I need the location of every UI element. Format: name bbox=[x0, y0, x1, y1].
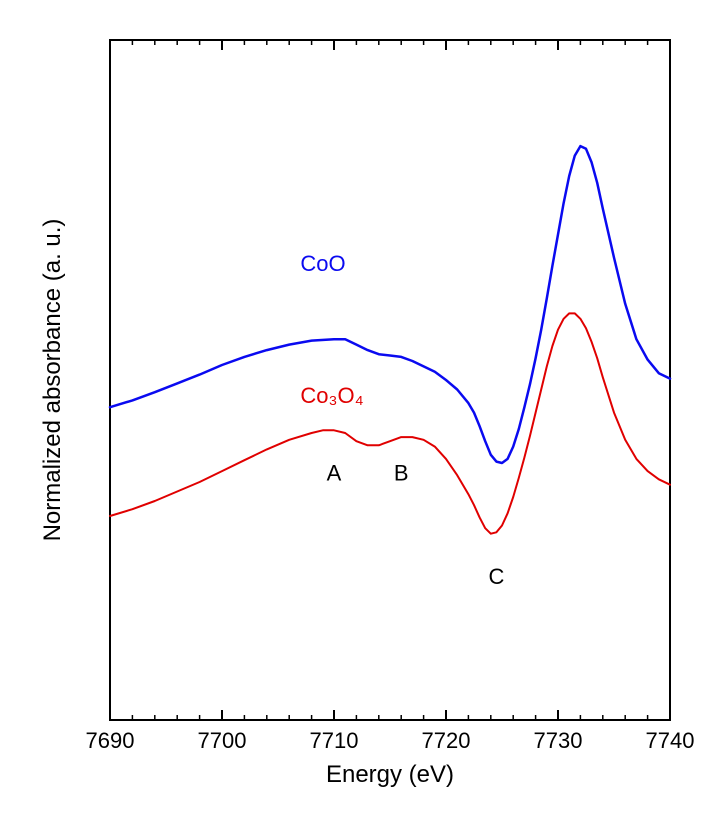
spectrum-chart: 7690 7700 7710 7720 7730 7740 Energy (eV) Norma… bbox=[0, 0, 710, 822]
series-label-Co3O4: Co₃O₄ bbox=[300, 383, 363, 408]
x-axis-label: Energy (eV) bbox=[326, 761, 454, 788]
y-axis-label: Normalized absorbance (a. u.) bbox=[39, 219, 66, 542]
x-tick-label: 7730 bbox=[534, 728, 583, 753]
x-tick-label: 7740 bbox=[646, 728, 695, 753]
annotation-C: C bbox=[488, 564, 504, 589]
series-label-CoO: CoO bbox=[300, 251, 345, 276]
annotation-A: A bbox=[327, 461, 342, 486]
annotation-B: B bbox=[394, 461, 409, 486]
x-tick-label: 7720 bbox=[422, 728, 471, 753]
x-tick-label: 7700 bbox=[198, 728, 247, 753]
x-tick-label: 7710 bbox=[310, 728, 359, 753]
x-tick-label: 7690 bbox=[86, 728, 135, 753]
